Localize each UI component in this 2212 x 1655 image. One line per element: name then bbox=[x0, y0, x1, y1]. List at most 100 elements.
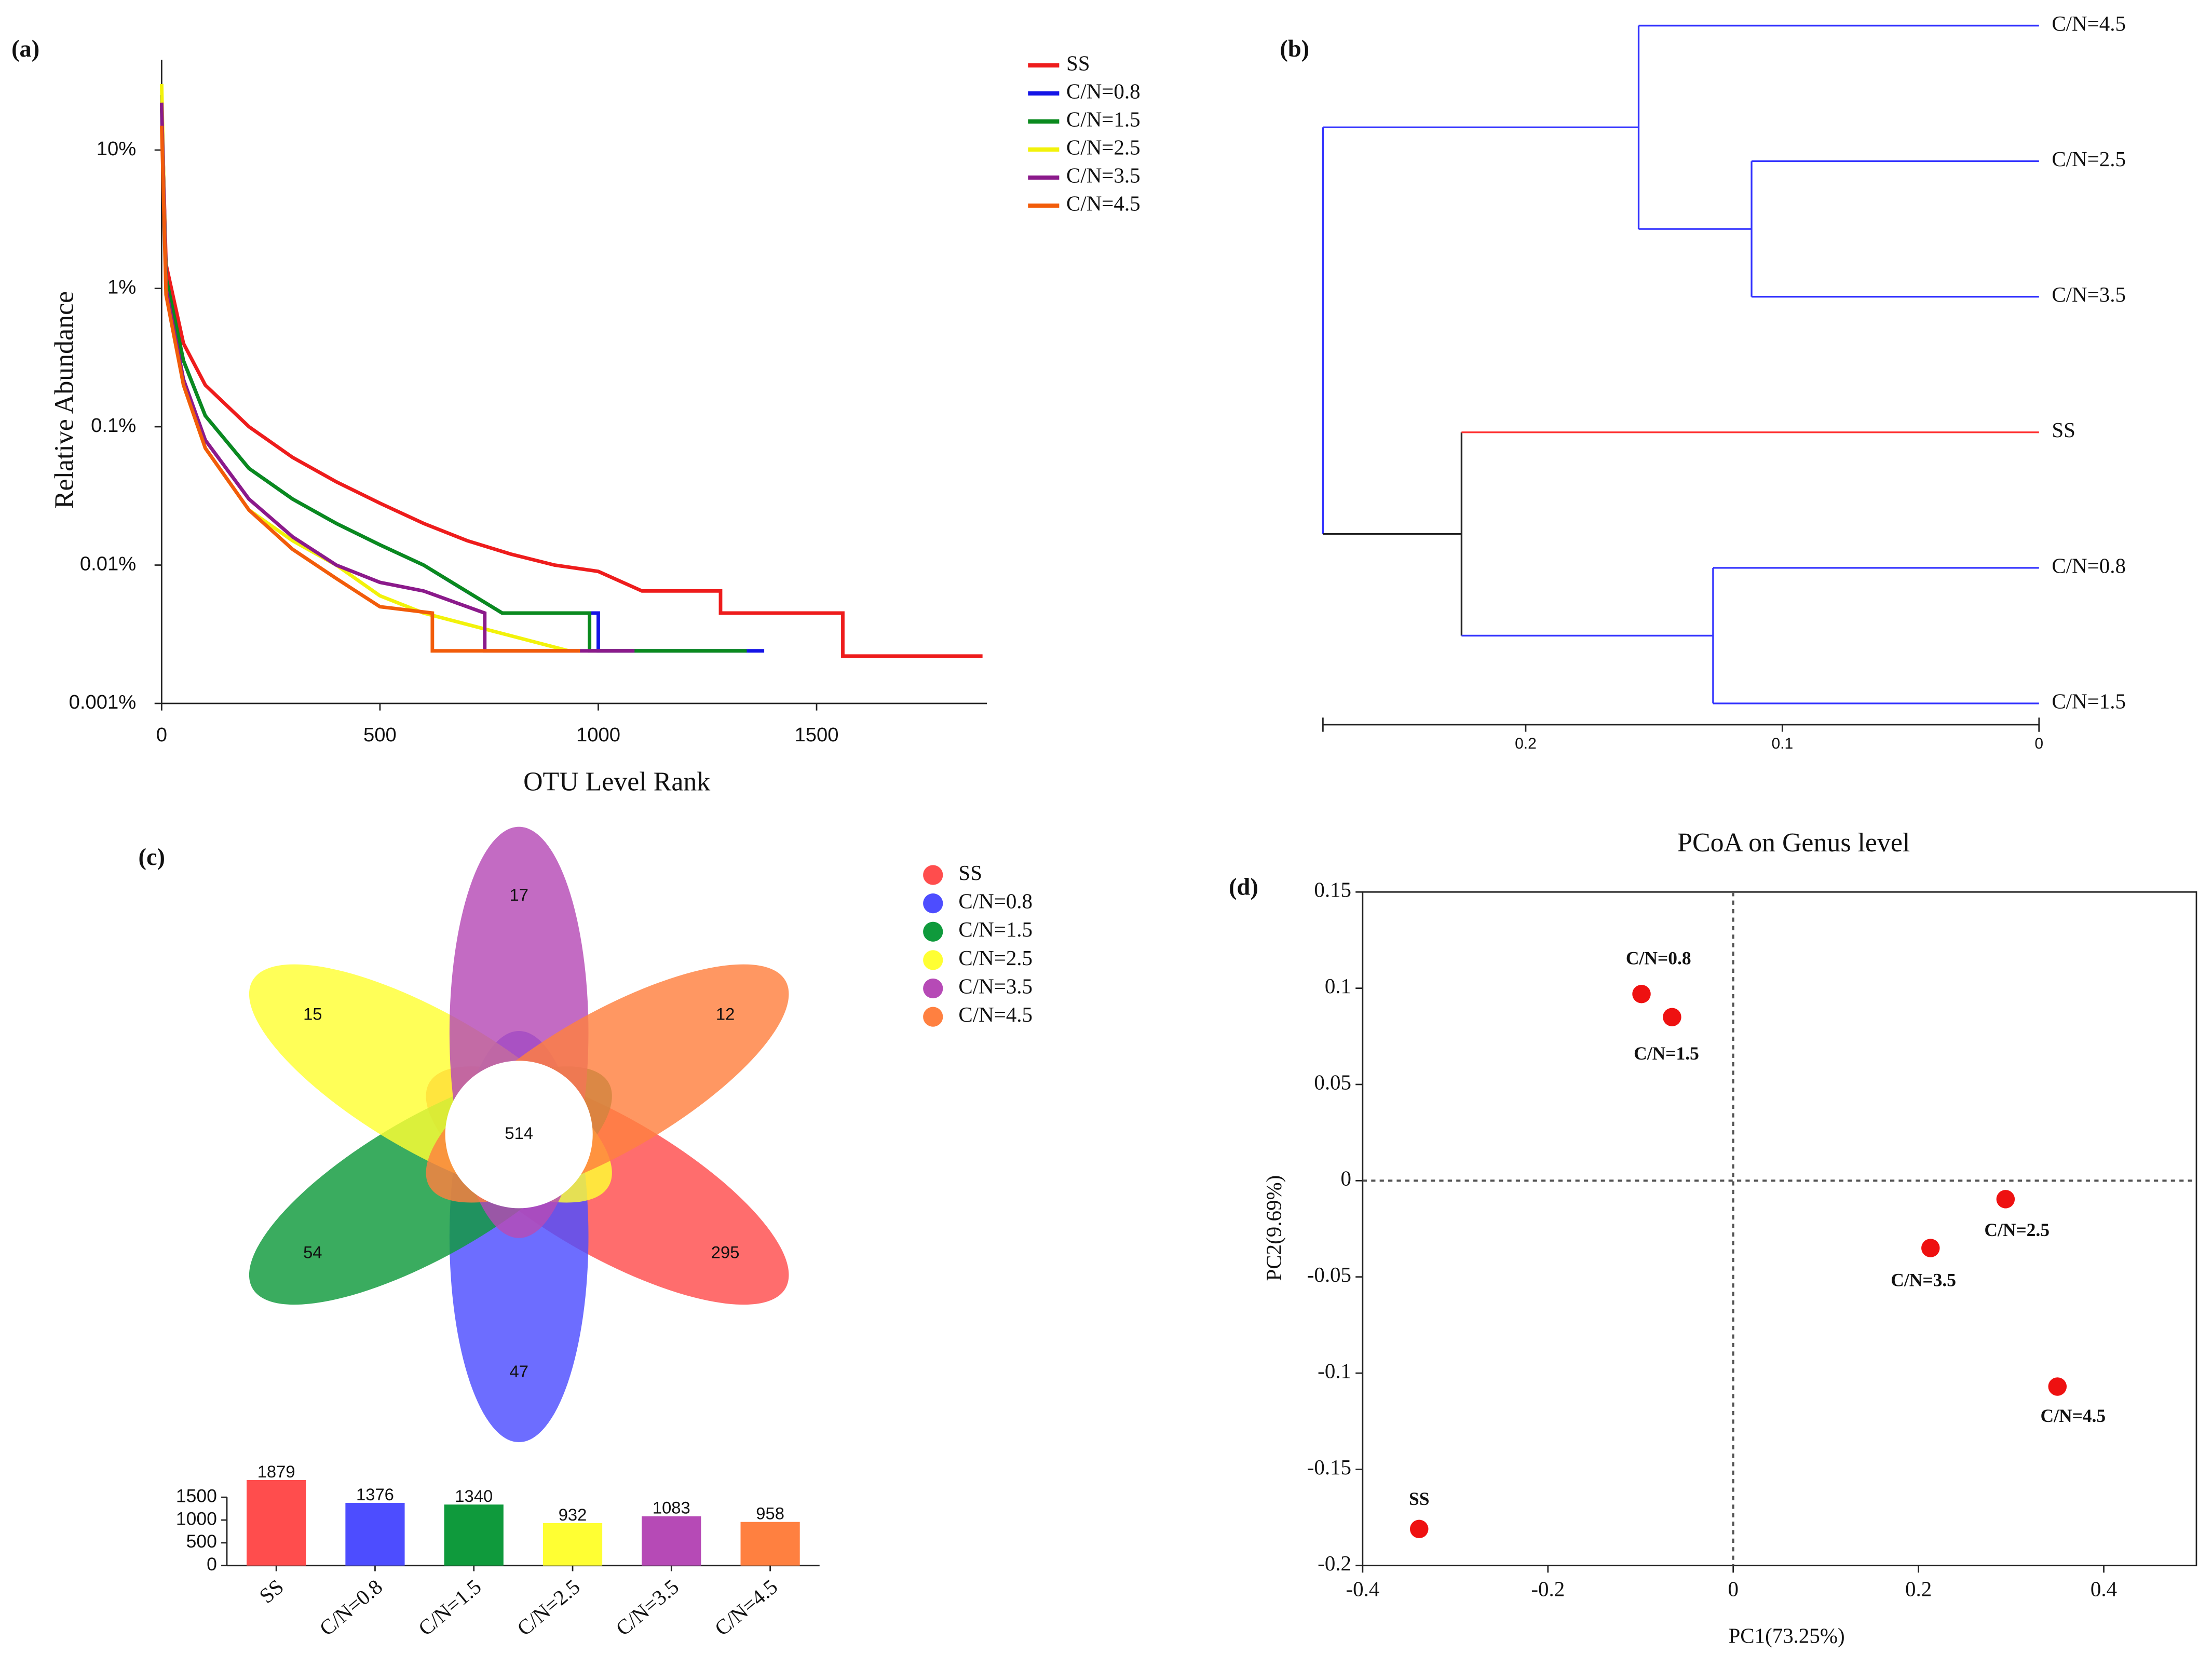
venn-unique-count: 15 bbox=[303, 1005, 322, 1024]
leaf-label: C/N=1.5 bbox=[2052, 689, 2126, 713]
y-axis-label: PC2(9.69%) bbox=[1262, 1175, 1286, 1281]
panel-label: (b) bbox=[1280, 36, 1309, 62]
legend-swatch bbox=[923, 1007, 943, 1027]
point bbox=[1921, 1239, 1940, 1257]
x-axis-label: PC1(73.25%) bbox=[1728, 1623, 1844, 1647]
point-label: C/N=3.5 bbox=[1891, 1270, 1956, 1291]
y-tick-label: 1500 bbox=[176, 1486, 217, 1507]
y-tick-label: 0 bbox=[1341, 1166, 1351, 1190]
point-label: C/N=0.8 bbox=[1626, 947, 1691, 968]
y-tick-label: 0.15 bbox=[1314, 878, 1351, 902]
point bbox=[1996, 1190, 2015, 1209]
legend-label: C/N=1.5 bbox=[958, 917, 1033, 941]
legend-label: C/N=1.5 bbox=[1066, 107, 1141, 131]
bar bbox=[247, 1480, 306, 1566]
y-tick-label: 500 bbox=[186, 1531, 217, 1552]
legend-label: C/N=0.8 bbox=[1066, 79, 1141, 103]
x-tick-label: SS bbox=[254, 1575, 288, 1608]
y-tick-label: 1% bbox=[107, 276, 136, 299]
bar-value-label: 1879 bbox=[257, 1462, 295, 1481]
point bbox=[1409, 1520, 1429, 1539]
point-label: C/N=4.5 bbox=[2040, 1405, 2106, 1426]
series-line bbox=[159, 102, 635, 653]
venn-unique-count: 12 bbox=[716, 1005, 735, 1024]
point bbox=[2048, 1377, 2067, 1396]
venn-shared-count: 514 bbox=[505, 1123, 533, 1143]
y-tick-label: -0.1 bbox=[1318, 1359, 1351, 1382]
panel-label: (d) bbox=[1229, 874, 1258, 900]
y-tick-label: -0.05 bbox=[1307, 1263, 1351, 1286]
x-tick-label: 1500 bbox=[795, 724, 839, 746]
x-axis-label: OTU Level Rank bbox=[523, 767, 710, 797]
legend-label: C/N=4.5 bbox=[1066, 192, 1141, 215]
leaf-label: C/N=2.5 bbox=[2052, 147, 2126, 171]
legend-label: C/N=0.8 bbox=[958, 889, 1033, 913]
x-tick-label: 1000 bbox=[576, 724, 620, 746]
bar bbox=[542, 1523, 603, 1566]
x-tick-label: C/N=0.8 bbox=[315, 1575, 387, 1640]
chart-title: PCoA on Genus level bbox=[1677, 828, 1910, 858]
leaf-label: C/N=4.5 bbox=[2052, 11, 2126, 35]
legend-swatch bbox=[923, 893, 943, 914]
venn-unique-count: 47 bbox=[509, 1362, 528, 1381]
legend-label: C/N=2.5 bbox=[1066, 135, 1141, 159]
x-tick-label: 500 bbox=[363, 724, 397, 746]
series-line bbox=[159, 102, 983, 658]
legend-swatch bbox=[923, 950, 943, 970]
point bbox=[1663, 1008, 1681, 1026]
x-tick-label: C/N=3.5 bbox=[611, 1575, 683, 1640]
legend-label: SS bbox=[1066, 51, 1090, 75]
panel-label: (c) bbox=[138, 844, 165, 871]
series-line bbox=[159, 94, 765, 653]
bar-value-label: 1083 bbox=[653, 1498, 690, 1517]
bar-value-label: 932 bbox=[559, 1505, 587, 1524]
legend-label: C/N=2.5 bbox=[958, 946, 1033, 970]
x-tick-label: -0.2 bbox=[1531, 1577, 1565, 1600]
bar bbox=[345, 1503, 405, 1566]
series-line bbox=[159, 84, 569, 653]
point-label: SS bbox=[1409, 1488, 1430, 1509]
leaf-label: C/N=0.8 bbox=[2052, 553, 2126, 577]
legend-swatch bbox=[923, 921, 943, 942]
x-tick-label: 0.2 bbox=[1905, 1577, 1932, 1600]
legend-label: SS bbox=[958, 861, 982, 885]
bar-value-label: 1376 bbox=[356, 1485, 394, 1504]
x-tick-label: 0 bbox=[1728, 1577, 1738, 1600]
venn-center bbox=[445, 1061, 593, 1209]
venn-unique-count: 54 bbox=[303, 1242, 322, 1261]
x-tick-label: 0 bbox=[2034, 735, 2043, 752]
y-axis-label: Relative Abundance bbox=[49, 291, 79, 509]
y-tick-label: 0.05 bbox=[1314, 1070, 1351, 1094]
venn-unique-count: 295 bbox=[711, 1242, 740, 1261]
y-tick-label: 10% bbox=[97, 138, 137, 160]
x-tick-label: C/N=2.5 bbox=[512, 1575, 585, 1640]
legend-label: C/N=3.5 bbox=[958, 974, 1033, 998]
leaf-label: SS bbox=[2052, 418, 2075, 442]
legend-swatch bbox=[923, 978, 943, 999]
x-tick-label: 0.4 bbox=[2091, 1577, 2117, 1600]
y-tick-label: 0.001% bbox=[69, 691, 137, 713]
plot-frame bbox=[1362, 891, 2197, 1567]
series-line bbox=[159, 126, 580, 653]
x-tick-label: -0.4 bbox=[1346, 1577, 1379, 1600]
x-tick-label: C/N=1.5 bbox=[414, 1575, 486, 1640]
y-tick-label: -0.15 bbox=[1307, 1455, 1351, 1479]
x-tick-label: 0 bbox=[156, 724, 167, 746]
bar bbox=[740, 1522, 800, 1566]
y-tick-label: 0.1% bbox=[91, 414, 136, 437]
y-tick-label: 0.1 bbox=[1325, 974, 1351, 998]
y-tick-label: 1000 bbox=[176, 1508, 217, 1529]
legend-swatch bbox=[923, 865, 943, 885]
leaf-label: C/N=3.5 bbox=[2052, 282, 2126, 306]
bar bbox=[642, 1516, 701, 1566]
point-label: C/N=1.5 bbox=[1634, 1043, 1699, 1064]
y-tick-label: 0 bbox=[207, 1554, 217, 1575]
x-tick-label: C/N=4.5 bbox=[710, 1575, 782, 1640]
y-tick-label: -0.2 bbox=[1318, 1551, 1351, 1575]
point bbox=[1632, 984, 1651, 1003]
y-tick-label: 0.01% bbox=[80, 553, 136, 575]
legend-label: C/N=3.5 bbox=[1066, 164, 1141, 187]
bar bbox=[444, 1504, 504, 1566]
venn-unique-count: 17 bbox=[509, 885, 528, 904]
